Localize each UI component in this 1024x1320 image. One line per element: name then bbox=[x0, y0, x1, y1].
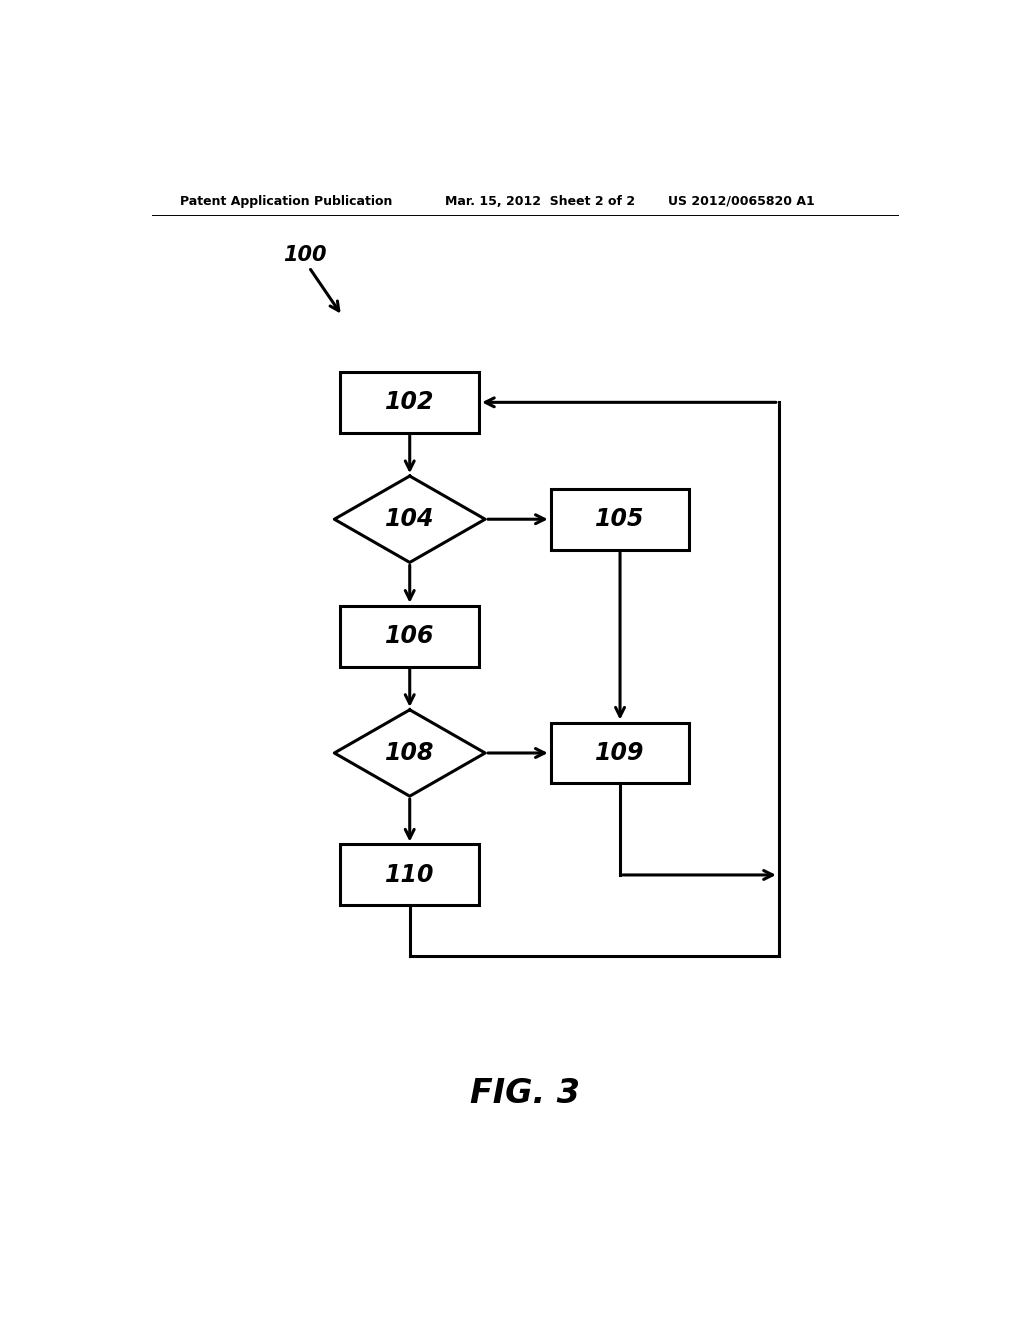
Polygon shape bbox=[334, 477, 485, 562]
FancyBboxPatch shape bbox=[340, 372, 479, 433]
FancyBboxPatch shape bbox=[551, 488, 689, 549]
Text: Patent Application Publication: Patent Application Publication bbox=[179, 194, 392, 207]
Text: 110: 110 bbox=[385, 863, 434, 887]
Polygon shape bbox=[334, 710, 485, 796]
FancyBboxPatch shape bbox=[340, 606, 479, 667]
Text: US 2012/0065820 A1: US 2012/0065820 A1 bbox=[668, 194, 814, 207]
Text: 109: 109 bbox=[595, 741, 645, 766]
FancyBboxPatch shape bbox=[340, 845, 479, 906]
Text: Mar. 15, 2012  Sheet 2 of 2: Mar. 15, 2012 Sheet 2 of 2 bbox=[445, 194, 636, 207]
Text: 102: 102 bbox=[385, 391, 434, 414]
Text: 100: 100 bbox=[283, 246, 327, 265]
Text: 105: 105 bbox=[595, 507, 645, 531]
Text: 108: 108 bbox=[385, 741, 434, 766]
Text: 106: 106 bbox=[385, 624, 434, 648]
FancyBboxPatch shape bbox=[551, 722, 689, 784]
Text: FIG. 3: FIG. 3 bbox=[470, 1077, 580, 1110]
Text: 104: 104 bbox=[385, 507, 434, 531]
